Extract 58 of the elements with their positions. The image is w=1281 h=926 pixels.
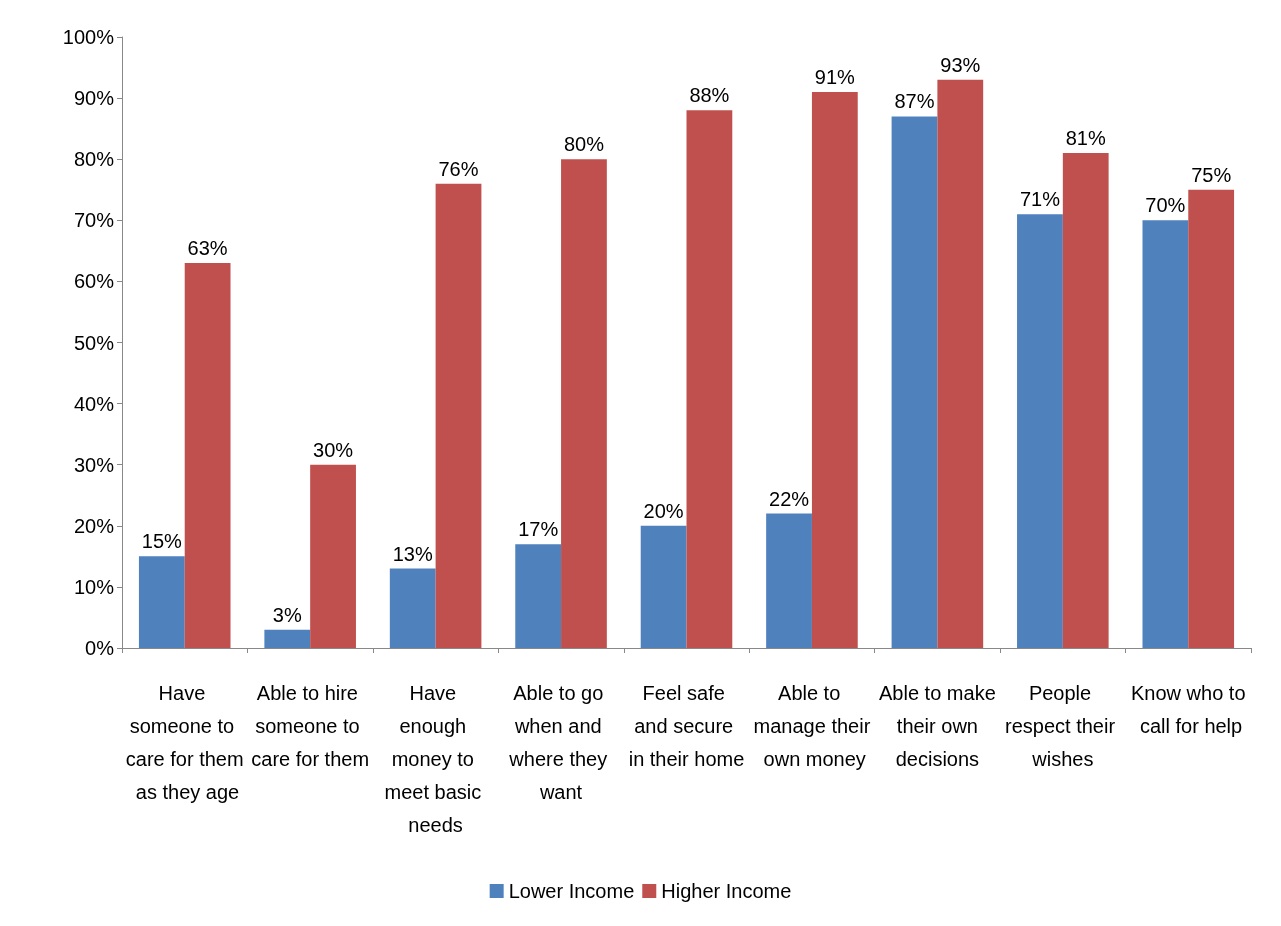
data-label: 3% — [272, 603, 302, 626]
data-label: 91% — [814, 65, 856, 88]
x-tick-label: Able to manage their own money — [753, 681, 871, 770]
bar — [811, 91, 858, 648]
data-label: 88% — [689, 84, 730, 107]
x-tick-label: Able to hire someone to care for them — [251, 681, 370, 770]
y-tick-label: 70% — [73, 209, 115, 232]
legend-label: Higher Income — [661, 880, 792, 902]
bar — [686, 110, 733, 648]
y-tick-label: 20% — [73, 514, 115, 537]
y-tick-label: 0% — [85, 637, 115, 659]
bar — [1062, 153, 1109, 648]
data-label: 81% — [1065, 127, 1106, 150]
y-tick-label: 90% — [73, 87, 115, 110]
bar — [640, 525, 687, 648]
bar — [264, 629, 311, 648]
y-tick-label: 50% — [73, 331, 115, 354]
bar — [891, 116, 938, 648]
data-label: 75% — [1191, 163, 1232, 186]
data-label: 76% — [438, 157, 479, 180]
y-tick-label: 60% — [73, 270, 115, 293]
bar — [138, 556, 185, 648]
x-tick-label: Know who to call for help — [1131, 681, 1246, 737]
data-label: 20% — [643, 499, 684, 522]
y-tick-label: 80% — [73, 148, 115, 171]
x-tick-label: Have enough money to meet basic needs — [384, 681, 487, 836]
data-label: 22% — [769, 487, 810, 510]
legend-label: Lower Income — [508, 880, 635, 902]
data-label: 80% — [563, 133, 605, 156]
x-tick-label: People respect their wishes — [1005, 681, 1121, 770]
x-tick-label: Able to make their own decisions — [879, 681, 996, 770]
x-tick-label: Have someone to care for them as they age — [125, 681, 244, 803]
bar — [435, 183, 482, 648]
bar — [515, 544, 562, 648]
data-label: 87% — [894, 90, 935, 113]
data-label: 15% — [141, 530, 183, 553]
x-tick-label: Feel safe and secure in their home — [628, 681, 745, 770]
bar — [766, 513, 812, 648]
y-tick-label: 40% — [73, 392, 115, 415]
data-label: 17% — [518, 518, 559, 541]
x-tick-label: Able to go when and where they want — [508, 681, 613, 803]
y-tick-label: 10% — [73, 575, 115, 598]
y-tick-label: 100% — [62, 26, 115, 48]
data-label: 13% — [392, 542, 433, 565]
y-tick-label: 30% — [73, 453, 115, 476]
data-label: 71% — [1019, 188, 1061, 211]
bar — [1017, 214, 1063, 648]
bar — [1142, 220, 1189, 648]
bar — [937, 79, 984, 648]
bar — [310, 464, 356, 648]
bar — [184, 263, 231, 648]
data-label: 93% — [940, 53, 981, 76]
data-label: 30% — [313, 438, 354, 461]
data-label: 63% — [187, 237, 228, 260]
bar — [389, 568, 436, 648]
bar — [561, 159, 607, 648]
bar — [1188, 189, 1235, 648]
data-label: 70% — [1145, 194, 1186, 217]
